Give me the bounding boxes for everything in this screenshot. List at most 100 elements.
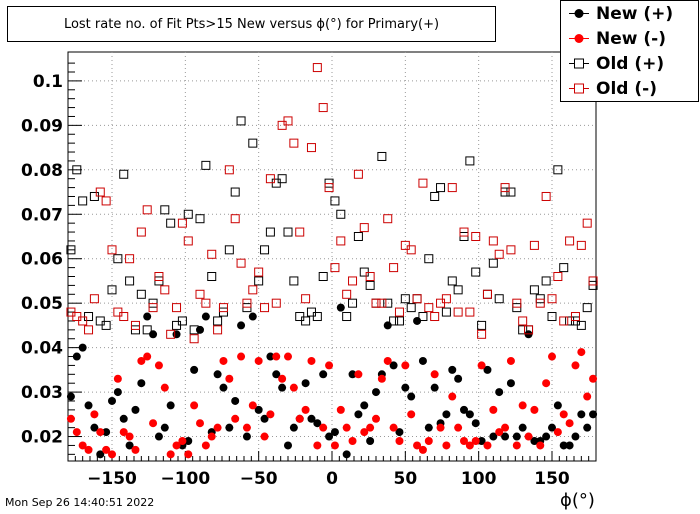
open-square-icon xyxy=(569,83,589,94)
data-point xyxy=(166,329,176,339)
data-point xyxy=(248,401,257,410)
data-point xyxy=(237,352,246,361)
data-point xyxy=(471,231,481,241)
data-point xyxy=(589,374,598,383)
data-point xyxy=(125,276,135,286)
data-point xyxy=(125,441,134,450)
data-point xyxy=(441,307,451,317)
data-point xyxy=(136,227,146,237)
data-point xyxy=(260,432,269,441)
data-point xyxy=(266,410,275,419)
data-point xyxy=(460,405,468,414)
x-tick-label: 50 xyxy=(393,469,417,489)
data-point xyxy=(318,103,328,113)
data-point xyxy=(536,441,545,450)
data-point xyxy=(131,445,140,454)
filled-circle-icon xyxy=(569,34,589,43)
data-point xyxy=(401,383,410,392)
data-point xyxy=(418,356,427,365)
data-point xyxy=(547,312,557,322)
data-point xyxy=(483,441,492,450)
data-point xyxy=(354,410,363,419)
data-point xyxy=(272,370,281,379)
data-point xyxy=(342,423,351,432)
data-point xyxy=(213,325,223,335)
data-point xyxy=(224,245,234,255)
data-point xyxy=(260,414,269,423)
data-point xyxy=(424,436,433,445)
data-point xyxy=(342,450,351,459)
data-point xyxy=(148,303,158,313)
data-point xyxy=(113,388,122,397)
data-point xyxy=(529,285,539,295)
data-point xyxy=(189,325,199,335)
data-point xyxy=(201,441,210,450)
data-point xyxy=(559,441,568,450)
data-point xyxy=(301,316,311,326)
data-point xyxy=(177,316,187,326)
data-point xyxy=(559,316,569,326)
x-tick-label: 100 xyxy=(461,469,497,489)
data-point xyxy=(254,356,263,365)
data-point xyxy=(213,316,223,326)
data-point xyxy=(576,320,586,330)
data-point xyxy=(447,183,457,193)
data-point xyxy=(289,276,299,286)
data-point xyxy=(301,294,311,304)
data-point xyxy=(342,312,352,322)
data-point xyxy=(342,289,352,299)
data-point xyxy=(518,423,527,432)
y-tick-label: 0.03 xyxy=(21,383,63,403)
legend: New (+) New (-) Old (+) Old (-) xyxy=(560,0,699,102)
data-point xyxy=(366,436,375,445)
data-point xyxy=(230,214,240,224)
data-point xyxy=(571,361,580,370)
data-point xyxy=(113,374,122,383)
data-point xyxy=(488,236,498,246)
data-point xyxy=(436,183,446,193)
data-point xyxy=(524,432,533,441)
data-point xyxy=(219,356,228,365)
data-point xyxy=(330,263,340,273)
data-point xyxy=(548,423,556,432)
data-point xyxy=(160,205,170,215)
data-point xyxy=(454,374,463,383)
legend-label-old-minus: Old (-) xyxy=(596,78,657,99)
data-point xyxy=(442,441,451,450)
data-point xyxy=(454,423,463,432)
data-point xyxy=(230,187,240,197)
data-point xyxy=(465,441,474,450)
data-point xyxy=(72,165,82,175)
data-point xyxy=(78,316,88,326)
data-point xyxy=(407,410,416,419)
data-point xyxy=(149,419,158,428)
data-point xyxy=(582,303,592,313)
data-point xyxy=(371,298,381,308)
legend-label-new-minus: New (-) xyxy=(596,28,666,49)
data-point xyxy=(101,196,111,206)
data-point xyxy=(348,298,358,308)
data-point xyxy=(242,298,252,308)
data-point xyxy=(453,285,463,295)
data-point xyxy=(108,396,116,405)
data-point xyxy=(160,383,169,392)
data-point xyxy=(295,414,304,423)
data-point xyxy=(190,365,199,374)
data-point xyxy=(312,63,322,73)
data-point xyxy=(142,205,152,215)
data-point xyxy=(78,441,87,450)
data-point xyxy=(401,361,410,370)
data-point xyxy=(553,401,562,410)
data-point xyxy=(154,272,164,282)
data-point xyxy=(430,312,440,322)
data-point xyxy=(201,312,210,321)
data-point xyxy=(336,209,346,219)
y-tick-label: 0.1 xyxy=(33,72,63,92)
data-point xyxy=(506,356,515,365)
data-point xyxy=(541,276,551,286)
data-point xyxy=(483,365,492,374)
data-point xyxy=(460,436,468,445)
data-point xyxy=(524,325,534,335)
data-point xyxy=(506,245,516,255)
y-tick-label: 0.09 xyxy=(21,116,63,136)
